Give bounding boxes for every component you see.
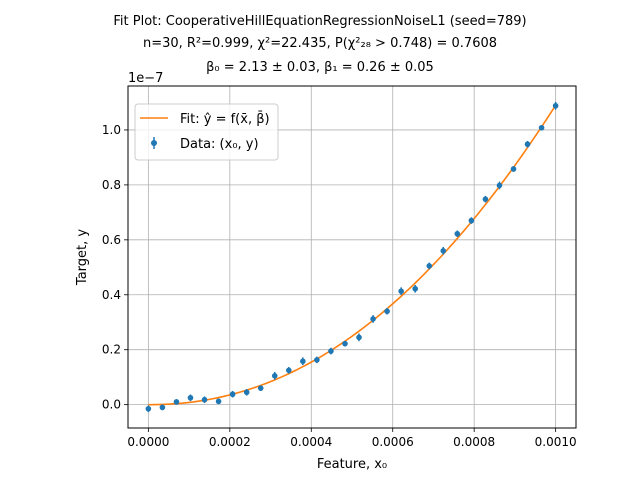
chart-subtitle-params: β₀ = 2.13 ± 0.03, β₁ = 0.26 ± 0.05 (206, 60, 434, 75)
data-point (524, 141, 531, 148)
legend-data-marker (151, 140, 157, 146)
legend-box (134, 103, 279, 161)
fit-line (148, 104, 557, 406)
data-point (314, 357, 320, 363)
data-point (300, 358, 306, 365)
y-tick-label: 0.8 (102, 178, 121, 192)
x-tick-label: 0.0006 (372, 435, 414, 449)
data-point (257, 385, 264, 391)
data-point (370, 316, 376, 322)
data-point (356, 334, 362, 341)
data-point (342, 340, 348, 347)
data-point (271, 373, 278, 379)
x-axis-label: Feature, x₀ (317, 457, 387, 472)
axis-ticks: 0.0000 0.0002 0.0004 0.0006 0.0008 0.0010 0.0 0… (102, 123, 577, 449)
data-point (159, 404, 166, 411)
x-tick-label: 0.0004 (290, 435, 332, 449)
x-tick-label: 0.0002 (209, 435, 251, 449)
chart-subtitle-stats: n=30, R²=0.999, χ²=22.435, P(χ²₂₈ > 0.74… (142, 36, 498, 51)
data-point (201, 396, 208, 403)
y-tick-label: 1.0 (102, 123, 121, 137)
data-series (145, 101, 559, 413)
legend-fit-label: Fit: ŷ = f(x̄, β̄) (180, 112, 270, 127)
data-point (552, 102, 559, 109)
data-point (215, 398, 222, 405)
y-tick-label: 0.6 (102, 233, 121, 247)
data-point (454, 230, 461, 237)
x-tick-label: 0.0010 (535, 435, 577, 449)
data-point (426, 263, 433, 269)
fit-series (148, 104, 557, 406)
legend: Fit: ŷ = f(x̄, β̄) Data: (x₀, y) (134, 103, 279, 161)
data-point (482, 196, 489, 202)
data-point (243, 389, 250, 396)
y-axis-label: Target, y (75, 229, 90, 286)
data-point (285, 367, 292, 374)
data-point (538, 124, 545, 131)
data-point (496, 182, 503, 189)
data-point (229, 391, 236, 398)
legend-data-label: Data: (x₀, y) (180, 137, 259, 152)
data-point (328, 348, 334, 354)
x-tick-label: 0.0008 (453, 435, 495, 449)
data-point (398, 288, 404, 295)
axes-frame (127, 85, 577, 429)
data-point (145, 405, 152, 412)
y-offset-label: 1e−7 (128, 71, 163, 86)
data-point (412, 285, 419, 292)
data-point (468, 217, 475, 224)
data-point (173, 399, 180, 405)
chart-title: Fit Plot: CooperativeHillEquationRegress… (113, 14, 527, 29)
x-tick-label: 0.0000 (127, 435, 169, 449)
data-point (384, 308, 390, 315)
y-tick-label: 0.4 (102, 288, 121, 302)
y-tick-label: 0.2 (102, 343, 121, 357)
y-tick-label: 0.0 (102, 398, 121, 412)
data-point (440, 248, 447, 254)
data-point (510, 166, 517, 172)
data-point (187, 394, 194, 401)
